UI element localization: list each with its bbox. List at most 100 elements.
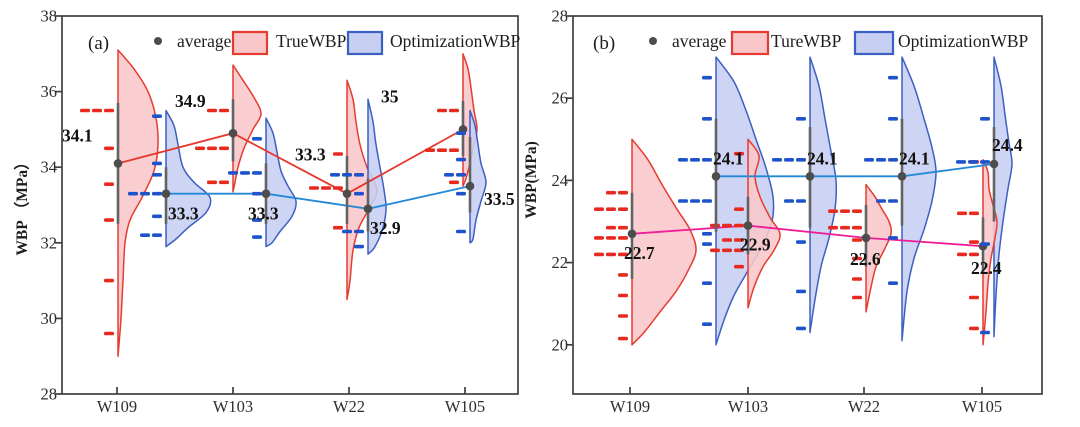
data-point-b-TureWBP-W103	[722, 223, 732, 228]
data-point-a-OptimizationWBP-W103	[240, 171, 250, 175]
data-point-b-OptimizationWBP-W103	[796, 199, 806, 203]
data-point-b-OptimizationWBP-W109	[702, 281, 712, 285]
data-point-b-TureWBP-W109	[618, 190, 628, 195]
x-tick-label-b-W103: W103	[728, 397, 768, 416]
data-point-b-TureWBP-W109	[594, 236, 604, 240]
data-point-b-OptimizationWBP-W103	[796, 240, 806, 244]
panel-tag-a: (a)	[88, 33, 109, 54]
data-point-a-TrueWBP-W103	[207, 180, 217, 185]
data-point-a-TrueWBP-W105	[449, 108, 459, 113]
data-point-a-TrueWBP-W103	[207, 108, 217, 113]
average-value-label-a-TrueWBP-W105: 35	[381, 86, 399, 106]
y-tick-label-a-36: 36	[41, 82, 58, 101]
data-point-a-TrueWBP-W103	[219, 146, 229, 151]
data-point-a-TrueWBP-W109	[104, 331, 114, 336]
x-tick-label-a-W109: W109	[97, 397, 137, 416]
y-tick-label-b-28: 28	[552, 7, 569, 26]
data-point-a-TrueWBP-W105	[425, 148, 435, 152]
data-point-a-TrueWBP-W22	[333, 186, 343, 190]
legend-series-label-a-TrueWBP: TrueWBP	[276, 31, 347, 51]
average-value-label-b-TureWBP-W22: 22.6	[850, 249, 881, 269]
data-point-b-OptimizationWBP-W109	[678, 158, 688, 162]
panel-a: 34.1 34.9 33.3 35 33.3 33.3 32.9 33.5 38 36 34 32 30…	[13, 7, 521, 417]
data-point-b-TureWBP-W105	[957, 252, 967, 257]
data-point-b-OptimizationWBP-W22	[888, 199, 898, 203]
data-point-b-TureWBP-W103	[722, 238, 732, 242]
data-point-a-OptimizationWBP-W103	[252, 218, 262, 222]
data-point-b-OptimizationWBP-W109	[702, 232, 712, 236]
data-point-b-OptimizationWBP-W105	[968, 160, 978, 164]
data-point-b-TureWBP-W109	[606, 236, 616, 240]
data-point-a-OptimizationWBP-W105	[444, 173, 454, 177]
data-point-b-OptimizationWBP-W105	[980, 242, 990, 246]
data-point-a-TrueWBP-W109	[104, 146, 114, 151]
data-point-a-OptimizationWBP-W109	[152, 173, 162, 177]
average-value-label-b-OptimizationWBP-W22: 24.1	[899, 148, 930, 168]
axes-b: 28 26 24 22 20 W109 W103 W22 W105 WBP(MPa) (b)	[523, 7, 1043, 416]
data-point-a-TrueWBP-W105	[437, 108, 447, 113]
data-point-a-TrueWBP-W103	[219, 108, 229, 113]
data-point-b-TureWBP-W22	[852, 225, 862, 230]
data-point-b-OptimizationWBP-W109	[702, 242, 712, 246]
data-point-a-OptimizationWBP-W103	[252, 191, 262, 196]
data-point-b-OptimizationWBP-W109	[702, 158, 712, 162]
legend-swatch-b-OptimizationWBP	[853, 30, 895, 56]
average-value-label-b-TureWBP-W103: 22.9	[740, 235, 771, 255]
legend-series-label-b-TureWBP: TureWBP	[771, 31, 842, 51]
data-point-a-TrueWBP-W105	[449, 148, 459, 152]
data-point-a-TrueWBP-W109	[104, 182, 114, 186]
data-point-b-TureWBP-W22	[828, 209, 838, 213]
average-value-label-a-OptimizationWBP-W103: 33.3	[248, 204, 279, 224]
data-point-b-OptimizationWBP-W109	[678, 199, 688, 203]
data-point-b-TureWBP-W109	[618, 225, 628, 230]
data-point-b-TureWBP-W105	[969, 326, 979, 331]
data-point-b-OptimizationWBP-W22	[888, 117, 898, 121]
data-point-b-TureWBP-W103	[734, 238, 744, 242]
average-dot-b-OptimizationWBP-W105	[989, 159, 999, 169]
data-point-a-OptimizationWBP-W103	[252, 235, 262, 239]
data-point-a-OptimizationWBP-W22	[342, 173, 352, 177]
average-dot-a-OptimizationWBP-W105	[465, 181, 475, 191]
data-point-b-OptimizationWBP-W103	[772, 158, 782, 162]
data-point-b-TureWBP-W109	[606, 190, 616, 195]
x-tick-label-a-W103: W103	[213, 397, 253, 416]
legend-average-label-b: average	[672, 31, 727, 51]
data-point-b-TureWBP-W103	[734, 264, 744, 269]
violin-a-TrueWBP-W109	[117, 49, 159, 357]
data-point-b-OptimizationWBP-W109	[702, 322, 712, 326]
average-value-label-a-TrueWBP-W109: 34.1	[62, 125, 93, 145]
data-point-b-OptimizationWBP-W22	[888, 281, 898, 285]
data-point-a-OptimizationWBP-W109	[152, 233, 162, 237]
average-dot-a-OptimizationWBP-W22	[363, 204, 373, 214]
x-tick-label-b-W105: W105	[962, 397, 1002, 416]
data-point-b-OptimizationWBP-W103	[784, 158, 794, 162]
average-value-label-b-OptimizationWBP-W103: 24.1	[807, 148, 838, 168]
data-point-b-OptimizationWBP-W105	[980, 330, 990, 335]
data-point-b-TureWBP-W22	[852, 295, 862, 300]
data-point-b-TureWBP-W103	[710, 248, 720, 253]
legend-average-dot-icon	[649, 37, 657, 45]
x-tick-label-b-W109: W109	[610, 397, 650, 416]
data-point-a-TrueWBP-W103	[207, 146, 217, 151]
data-point-b-OptimizationWBP-W22	[876, 199, 886, 203]
violin-b-OptimizationWBP-W22	[901, 56, 937, 342]
legend-series-label-b-OptimizationWBP: OptimizationWBP	[898, 31, 1029, 51]
data-point-b-OptimizationWBP-W105	[980, 160, 990, 164]
average-value-label-b-OptimizationWBP-W105: 24.4	[992, 135, 1023, 155]
data-point-b-TureWBP-W103	[734, 223, 744, 228]
trend-line-b-OptimizationWBP	[716, 163, 995, 178]
average-dot-a-OptimizationWBP-W109	[161, 189, 171, 198]
data-point-b-OptimizationWBP-W109	[702, 117, 712, 121]
x-tick-label-a-W105: W105	[445, 397, 485, 416]
y-tick-label-a-38: 38	[41, 7, 58, 26]
data-point-b-OptimizationWBP-W22	[888, 158, 898, 162]
data-point-a-OptimizationWBP-W109	[140, 233, 150, 237]
data-point-a-OptimizationWBP-W105	[456, 173, 466, 177]
data-point-b-TureWBP-W103	[734, 207, 744, 211]
y-tick-label-a-30: 30	[41, 309, 58, 328]
average-dot-b-TureWBP-W22	[861, 233, 871, 243]
average-value-label-a-OptimizationWBP-W105: 33.5	[484, 189, 515, 209]
violin-b-OptimizationWBP-W103	[809, 56, 838, 334]
y-axis-title-b: WBP(MPa)	[523, 141, 540, 218]
